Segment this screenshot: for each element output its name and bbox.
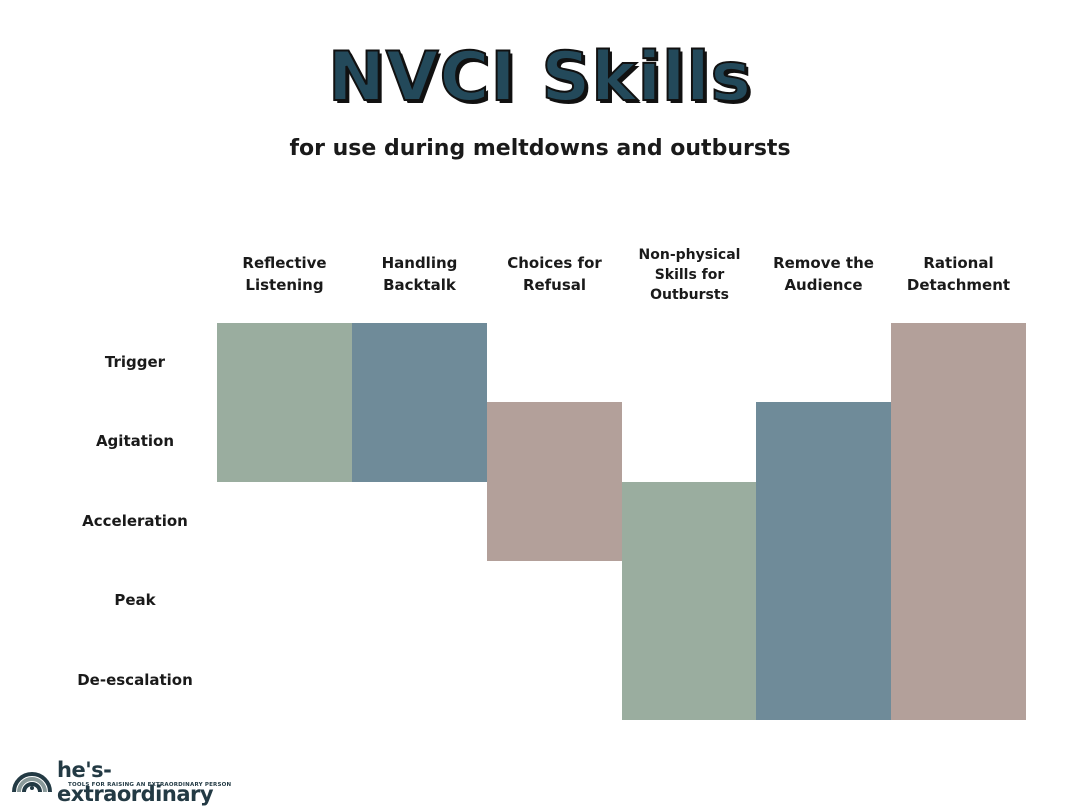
skill-block-reflective-listening: [217, 323, 352, 482]
brand-tagline: TOOLS FOR RAISING AN EXTRAORDINARY PERSO…: [68, 782, 232, 788]
column-header-reflective-listening: Reflective Listening: [217, 252, 352, 296]
column-header-handling-backtalk: Handling Backtalk: [352, 252, 487, 296]
header-line: Non-physical: [638, 247, 741, 263]
skill-block-rational-detachment: [891, 323, 1026, 720]
skill-block-non-physical-skills: [622, 482, 756, 720]
header-line: Remove the: [773, 254, 874, 272]
row-label-agitation: Agitation: [95, 432, 175, 450]
row-label-acceleration: Acceleration: [82, 512, 188, 530]
header-line: Handling: [381, 254, 458, 272]
skill-block-choices-for-refusal: [487, 402, 622, 561]
skill-block-remove-the-audience: [756, 402, 891, 720]
column-header-remove-the-audience: Remove the Audience: [756, 252, 891, 296]
column-header-rational-detachment: Rational Detachment: [891, 252, 1026, 296]
header-line: Backtalk: [383, 276, 456, 294]
row-label-trigger: Trigger: [104, 353, 166, 371]
header-line: Outbursts: [650, 287, 729, 303]
header-line: Reflective: [242, 254, 327, 272]
skill-block-handling-backtalk: [352, 323, 487, 482]
column-header-non-physical-skills: Non-physical Skills for Outbursts: [622, 245, 757, 305]
header-line: Listening: [245, 276, 324, 294]
header-line: Audience: [784, 276, 863, 294]
column-header-choices-for-refusal: Choices for Refusal: [487, 252, 622, 296]
header-line: Choices for: [507, 254, 602, 272]
header-line: Skills for: [654, 267, 725, 283]
page-title: NVCI Skills: [327, 37, 752, 118]
header-line: Rational: [923, 254, 994, 272]
rainbow-icon: [12, 772, 52, 792]
brand-logo: he's-extraordinary TOOLS FOR RAISING AN …: [10, 756, 240, 806]
page-subtitle: for use during meltdowns and outbursts: [289, 136, 791, 161]
row-label-peak: Peak: [114, 591, 156, 609]
header-line: Refusal: [522, 276, 587, 294]
header-line: Detachment: [906, 276, 1011, 294]
row-label-de-escalation: De-escalation: [77, 671, 193, 689]
